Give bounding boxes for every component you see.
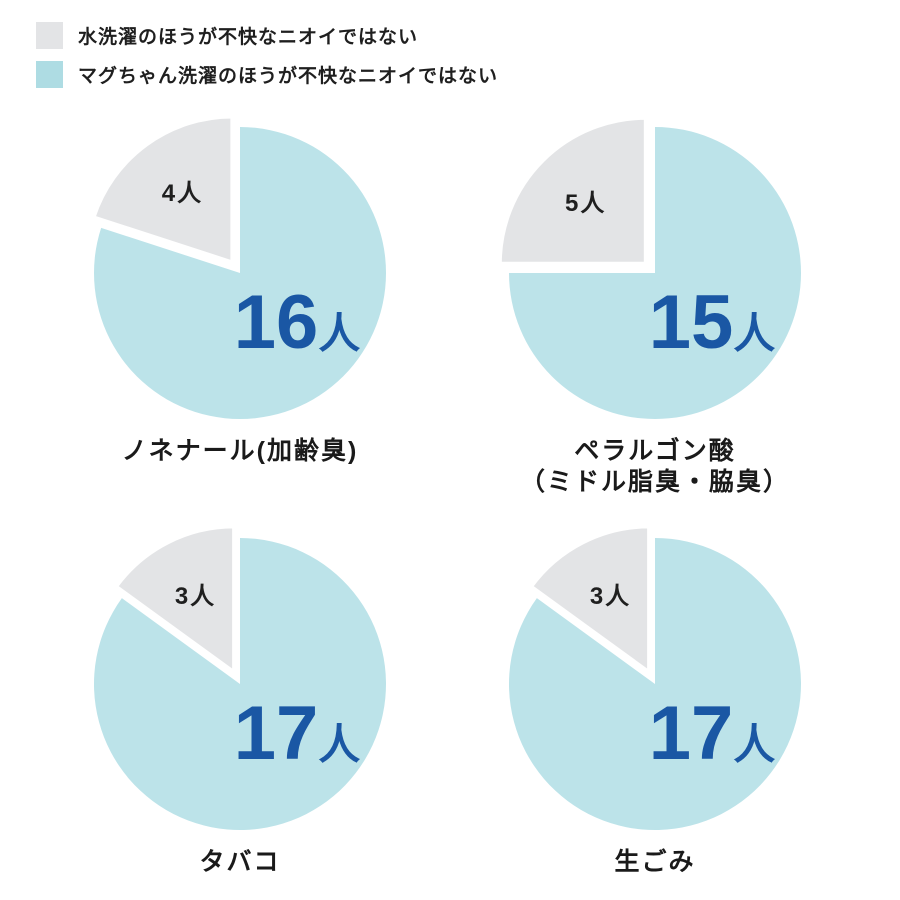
legend-label-magchan: マグちゃん洗濯のほうが不快なニオイではない xyxy=(78,66,499,87)
pie-slice-water xyxy=(113,524,237,675)
chart-title: ノネナール(加齢臭) xyxy=(70,436,410,467)
legend-swatch-water-gray xyxy=(36,22,63,49)
legend: 水洗濯のほうが不快なニオイではない マグちゃん洗濯のほうが不快なニオイではない xyxy=(36,22,498,88)
pie-chart-nonenal: 16人 4人 ノネナール(加齢臭) xyxy=(70,110,410,467)
pie-slice-water xyxy=(497,115,648,266)
magchan-count-unit: 人 xyxy=(318,721,360,768)
pie-chart-tobacco: 17人 3人 タバコ xyxy=(70,521,410,878)
chart-title: タバコ xyxy=(70,847,410,878)
pie-chart-pelargonic-acid: 15人 5人 ペラルゴン酸 （ミドル脂臭・脇臭） xyxy=(485,110,825,498)
chart-title-line: ペラルゴン酸 xyxy=(574,437,736,465)
legend-item-water: 水洗濯のほうが不快なニオイではない xyxy=(36,22,498,49)
magchan-count-unit: 人 xyxy=(318,310,360,357)
legend-swatch-magchan-blue xyxy=(36,61,63,88)
chart-title: ペラルゴン酸 （ミドル脂臭・脇臭） xyxy=(485,436,825,498)
magchan-count-unit: 人 xyxy=(733,310,775,357)
pie-slice-magchan xyxy=(94,127,387,419)
chart-title-line: ノネナール(加齢臭) xyxy=(121,437,359,465)
legend-item-magchan: マグちゃん洗濯のほうが不快なニオイではない xyxy=(36,61,498,88)
chart-title-line: タバコ xyxy=(199,848,281,876)
pie-slice-magchan xyxy=(509,127,801,419)
legend-label-water: 水洗濯のほうが不快なニオイではない xyxy=(78,27,419,48)
water-count-label: 3人 xyxy=(590,583,631,610)
pie-slice-magchan xyxy=(93,538,386,830)
water-count-label: 3人 xyxy=(175,583,216,610)
magchan-count-unit: 人 xyxy=(733,721,775,768)
pie-slice-water xyxy=(91,114,235,265)
chart-title: 生ごみ xyxy=(485,847,825,878)
chart-title-line: （ミドル脂臭・脇臭） xyxy=(519,468,790,496)
pie-slice-water xyxy=(528,524,652,675)
water-count-label: 5人 xyxy=(565,190,606,217)
water-count-label: 4人 xyxy=(162,180,203,207)
pie-slice-magchan xyxy=(508,538,801,830)
chart-title-line: 生ごみ xyxy=(614,848,696,876)
pie-chart-raw-garbage: 17人 3人 生ごみ xyxy=(485,521,825,878)
